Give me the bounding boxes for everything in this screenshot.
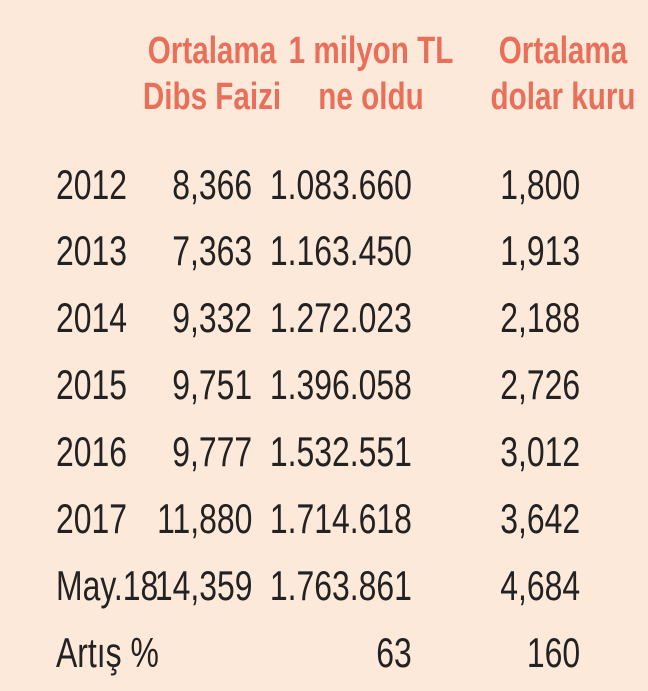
table-row: 2015 9,751 1.396.058 2,726	[0, 352, 648, 418]
header-dibs-faizi: Ortalama Dibs Faizi	[134, 28, 290, 120]
million-value: 1.714.618	[269, 495, 412, 542]
dibs-value: 8,366	[172, 161, 252, 208]
dibs-value: 7,363	[172, 227, 252, 274]
usd-value: 2,726	[500, 361, 580, 408]
row-label: 2016	[56, 428, 128, 475]
header-million-line2: ne oldu	[318, 76, 424, 118]
million-value: 1.532.551	[269, 428, 412, 475]
header-dibs-line2: Dibs Faizi	[142, 76, 282, 118]
usd-value: 3,012	[500, 428, 580, 475]
usd-value: 1,800	[500, 161, 580, 208]
dibs-value: 9,751	[172, 361, 252, 408]
table-row-increase: Artış % 63 160	[0, 620, 648, 686]
row-label: May.18	[56, 562, 159, 609]
million-value: 1.163.450	[269, 227, 412, 274]
usd-value: 3,642	[500, 495, 580, 542]
table-row: 2014 9,332 1.272.023 2,188	[0, 285, 648, 351]
usd-value: 2,188	[500, 294, 580, 341]
header-million-tl: 1 milyon TL ne oldu	[281, 28, 460, 120]
dibs-value: 11,880	[156, 495, 252, 542]
row-label: 2013	[56, 227, 128, 274]
dibs-value: 9,332	[172, 294, 252, 341]
table-row: May.18 14,359 1.763.861 4,684	[0, 553, 648, 619]
million-value: 1.763.861	[269, 562, 412, 609]
dibs-value: 9,777	[172, 428, 252, 475]
million-value: 1.396.058	[269, 361, 412, 408]
dibs-value: 14,359	[154, 562, 252, 609]
million-value: 63	[376, 629, 412, 676]
table-row: 2016 9,777 1.532.551 3,012	[0, 419, 648, 485]
table-row: 2017 11,880 1.714.618 3,642	[0, 486, 648, 552]
row-label: 2017	[56, 495, 128, 542]
usd-value: 4,684	[500, 562, 580, 609]
usd-value: 1,913	[500, 227, 580, 274]
table-row: 2013 7,363 1.163.450 1,913	[0, 218, 648, 284]
header-dolar-kuru: Ortalama dolar kuru	[473, 28, 648, 120]
row-label: 2014	[56, 294, 128, 341]
million-value: 1.272.023	[269, 294, 412, 341]
header-usd-line2: dolar kuru	[490, 76, 636, 118]
header-million-line1: 1 milyon TL	[288, 30, 454, 72]
row-label: Artış %	[56, 629, 159, 676]
table-row: 2012 8,366 1.083.660 1,800	[0, 152, 648, 218]
header-usd-line1: Ortalama	[498, 30, 628, 72]
million-value: 1.083.660	[269, 161, 412, 208]
row-label: 2015	[56, 361, 128, 408]
header-dibs-line1: Ortalama	[147, 30, 277, 72]
usd-value: 160	[526, 629, 580, 676]
row-label: 2012	[56, 161, 128, 208]
